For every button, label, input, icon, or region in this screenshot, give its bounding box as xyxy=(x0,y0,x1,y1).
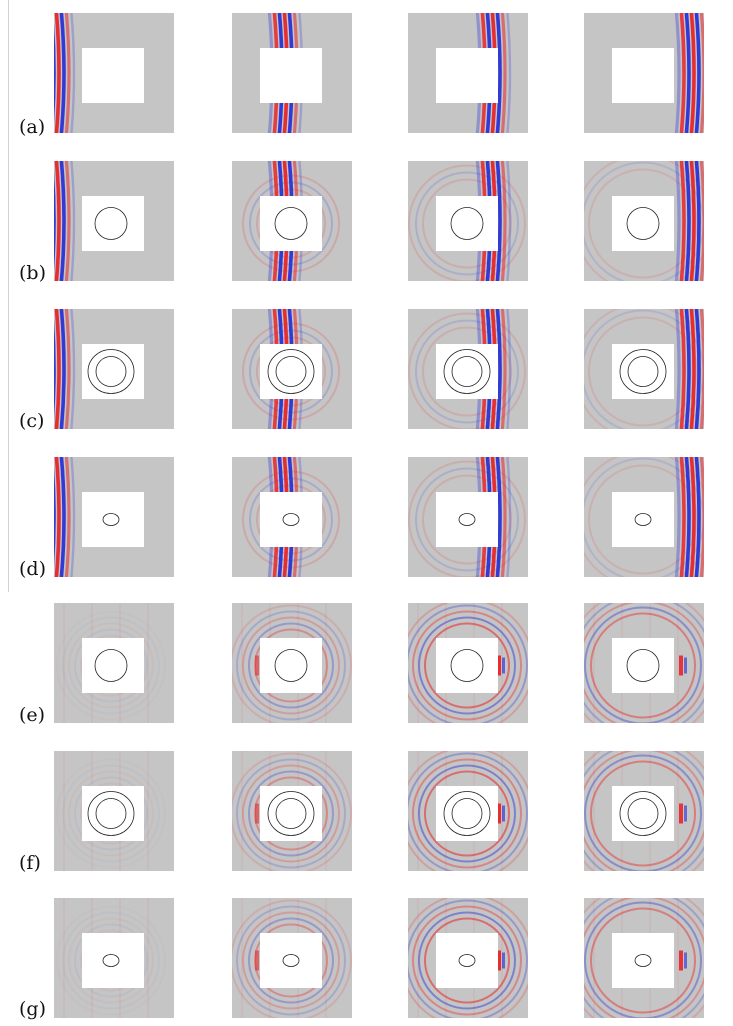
row-label: (f) xyxy=(19,852,41,874)
row-label: (b) xyxy=(19,262,46,284)
field-panel xyxy=(408,898,528,1018)
field-panel xyxy=(584,309,704,429)
field-panel xyxy=(584,898,704,1018)
field-panel xyxy=(54,309,174,429)
field-panel xyxy=(232,13,352,133)
field-panel xyxy=(584,457,704,577)
field-panel xyxy=(584,751,704,871)
field-panel xyxy=(584,161,704,281)
row-label: (c) xyxy=(19,410,45,432)
margin-line xyxy=(8,0,9,592)
field-panel xyxy=(408,161,528,281)
field-panel xyxy=(232,457,352,577)
field-panel xyxy=(54,603,174,723)
field-panel xyxy=(408,751,528,871)
field-panel xyxy=(54,898,174,1018)
field-panel xyxy=(54,13,174,133)
row-label: (d) xyxy=(19,558,46,580)
field-panel xyxy=(584,603,704,723)
field-panel xyxy=(408,309,528,429)
row-label: (g) xyxy=(19,998,46,1020)
row-label: (a) xyxy=(19,116,46,138)
field-panel xyxy=(232,309,352,429)
field-panel xyxy=(584,13,704,133)
field-panel xyxy=(232,898,352,1018)
field-panel xyxy=(408,13,528,133)
row-label: (e) xyxy=(19,704,46,726)
field-panel xyxy=(408,457,528,577)
field-panel xyxy=(232,603,352,723)
field-panel xyxy=(232,161,352,281)
field-panel xyxy=(54,751,174,871)
field-panel xyxy=(232,751,352,871)
field-panel xyxy=(54,457,174,577)
field-panel xyxy=(54,161,174,281)
field-panel xyxy=(408,603,528,723)
